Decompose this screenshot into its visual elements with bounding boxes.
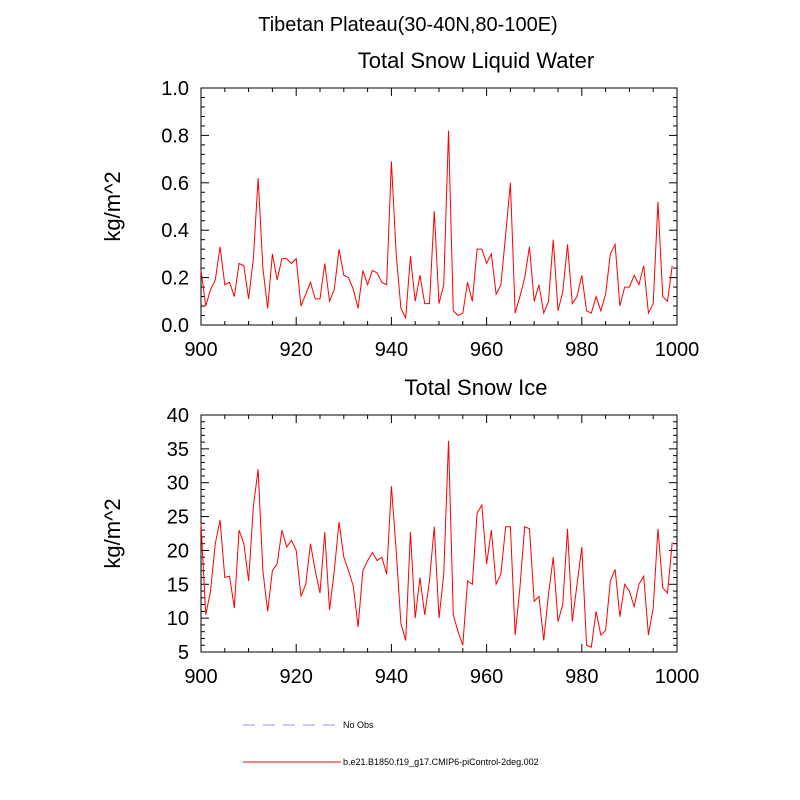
x-tick-label: 920 [280,666,313,688]
series-line-1 [200,440,673,648]
y-tick-label: 0.8 [161,125,189,147]
y-tick-label: 0.2 [161,268,189,290]
chart-panel-2: Total Snow Ice kg/m^2 900 920 940 960 980 1000 5… [100,375,699,688]
panel-title: Total Snow Ice [404,375,547,400]
y-tick-label: 25 [167,507,189,529]
y-tick-label: 30 [167,473,189,495]
legend-label: b.e21.B1850.f19_g17.CMIP6-piControl-2deg… [343,757,539,767]
chart-panel-1: Total Snow Liquid Water kg/m^2 900 920 940 96… [100,48,699,361]
y-tick-label: 35 [167,439,189,461]
legend-label: No Obs [343,720,374,730]
y-tick-label: 10 [167,608,189,630]
y-tick-label: 0.0 [161,315,189,337]
y-tick-label: 0.6 [161,173,189,195]
main-title: Tibetan Plateau(30-40N,80-100E) [258,14,557,36]
y-tick-label: 5 [178,642,189,664]
legend: No Obs b.e21.B1850.f19_g17.CMIP6-piContro… [243,720,539,767]
y-tick-label: 40 [167,405,189,427]
panels: Total Snow Liquid Water kg/m^2 900 920 940 96… [100,48,699,688]
legend-entry-1: No Obs [243,720,374,730]
x-tick-label: 960 [470,666,503,688]
x-tick-label: 1000 [655,666,700,688]
panel-title: Total Snow Liquid Water [358,48,594,73]
y-axis-label: kg/m^2 [100,498,125,568]
plot-frame [200,87,678,326]
legend-entry-2: b.e21.B1850.f19_g17.CMIP6-piControl-2deg… [243,757,539,767]
series-line-1 [200,130,673,320]
y-tick-label: 0.4 [161,220,189,242]
x-tick-label: 980 [565,339,598,361]
x-tick-label: 900 [184,339,217,361]
y-tick-label: 20 [167,540,189,562]
x-tick-label: 920 [280,339,313,361]
x-tick-label: 980 [565,666,598,688]
x-tick-label: 900 [184,666,217,688]
x-tick-label: 940 [375,339,408,361]
x-tick-label: 1000 [655,339,700,361]
x-tick-label: 940 [375,666,408,688]
y-tick-label: 15 [167,574,189,596]
x-tick-label: 960 [470,339,503,361]
y-tick-label: 1.0 [161,78,189,100]
y-axis-label: kg/m^2 [100,171,125,241]
